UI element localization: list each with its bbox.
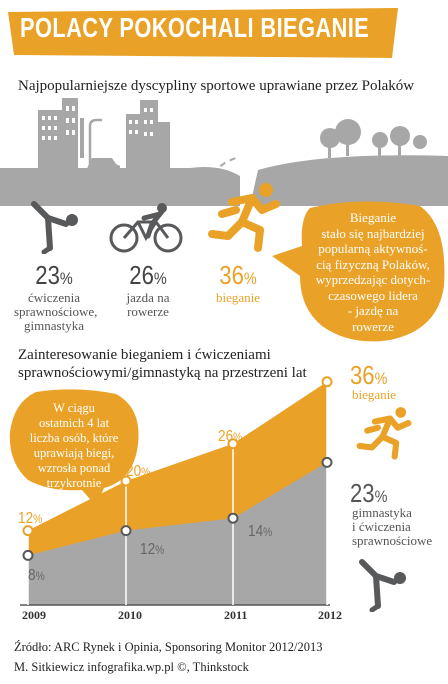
stat-running-label: bieganie bbox=[215, 290, 261, 305]
year-2009: 2009 bbox=[22, 608, 46, 622]
stat-cycling-label: jazda na rowerze bbox=[126, 290, 170, 319]
legend-running-label: bieganie bbox=[352, 387, 397, 402]
legend-gym-label: gimnastyka i ćwiczenia sprawnościowe bbox=[352, 505, 433, 548]
label-gym-2011: 14% bbox=[248, 523, 273, 540]
runner-icon bbox=[208, 183, 280, 252]
cyclist-icon bbox=[109, 203, 183, 253]
trend-subtitle: Zainteresowanie bieganiem i ćwiczeniami … bbox=[18, 347, 307, 381]
stat-gymnastics-label: ćwiczenia sprawnościowe, gimnastyka bbox=[14, 290, 98, 333]
label-gym-2009: 8% bbox=[28, 567, 45, 584]
point-gymnastics bbox=[120, 525, 132, 537]
year-2011: 2011 bbox=[224, 608, 248, 622]
stat-gymnastics: 23% ćwiczenia sprawnościowe, gimnastyka bbox=[14, 260, 98, 333]
point-running bbox=[321, 376, 333, 388]
point-running bbox=[120, 475, 132, 487]
point-running bbox=[22, 525, 34, 537]
page-title: POLACY POKOCHALI BIEGANIE bbox=[20, 12, 370, 43]
point-gymnastics bbox=[227, 512, 239, 524]
bubble-text: W ciągu ostatnich 4 lat liczba osób, któ… bbox=[29, 401, 119, 490]
year-2012: 2012 bbox=[318, 608, 342, 622]
label-running-2010: 20% bbox=[126, 463, 151, 480]
label-running-2011: 26% bbox=[218, 428, 243, 445]
title-banner bbox=[8, 8, 398, 58]
stat-running: 36% bieganie bbox=[198, 260, 278, 305]
label-gym-2010: 12% bbox=[140, 541, 165, 558]
callout-shape bbox=[272, 201, 445, 342]
point-gymnastics bbox=[22, 549, 34, 561]
legend-runner-icon bbox=[356, 407, 412, 460]
year-2010: 2010 bbox=[118, 608, 142, 622]
bubble-shape bbox=[9, 389, 139, 506]
stat-running-value: 36% bbox=[219, 260, 257, 290]
legend-gym-value: 23% bbox=[350, 478, 388, 508]
label-running-2009: 12% bbox=[18, 510, 43, 527]
scenery-illustration bbox=[0, 98, 448, 206]
stat-cycling-value: 26% bbox=[129, 260, 167, 290]
disciplines-subtitle: Najpopularniejsze dyscypliny sportowe up… bbox=[18, 78, 415, 94]
legend-running-value: 36% bbox=[350, 360, 388, 390]
point-running bbox=[227, 438, 239, 450]
area-gymnastics bbox=[28, 462, 327, 605]
point-gymnastics bbox=[321, 456, 333, 468]
legend-gymnast-icon bbox=[359, 559, 406, 612]
gymnast-icon bbox=[31, 201, 78, 254]
stat-gymnastics-value: 23% bbox=[35, 260, 73, 290]
callout-text: Bieganie stało się najbardziej popularną… bbox=[315, 210, 431, 334]
credit-note: M. Sitkiewicz infografika.wp.pl ©, Think… bbox=[14, 660, 249, 674]
stat-cycling: 26% jazda na rowerze bbox=[108, 260, 188, 319]
source-note: Źródło: ARC Rynek i Opinia, Sponsoring M… bbox=[14, 640, 323, 654]
